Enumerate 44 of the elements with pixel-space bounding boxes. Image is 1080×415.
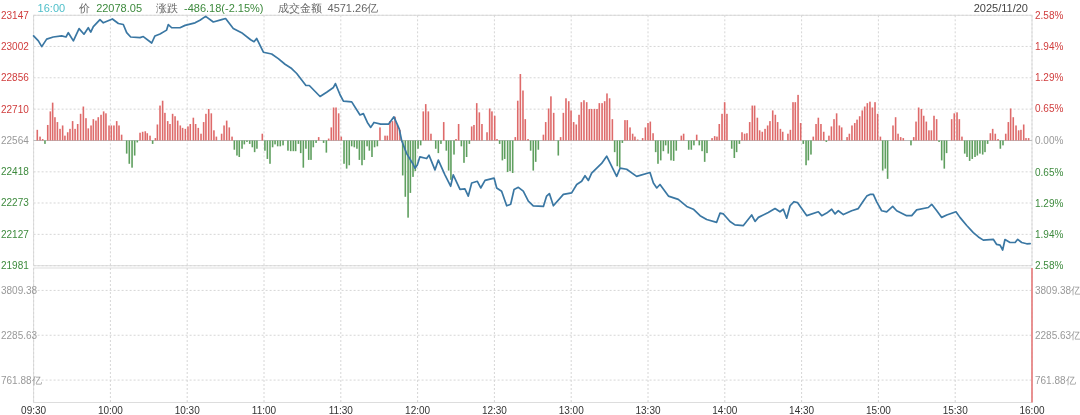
x-tick-label: 12:00 (405, 404, 431, 415)
x-tick-label: 11:00 (251, 404, 277, 415)
x-tick-label: 15:30 (942, 404, 969, 415)
y2-tick-label: 1.29% (1035, 72, 1064, 84)
y2-tick-label: 761.88亿 (1035, 374, 1076, 386)
x-tick-label: 14:30 (789, 404, 815, 415)
text: 22078.05 (96, 1, 143, 14)
y-tick-label: 761.88亿 (1, 374, 42, 386)
y-tick-label: 2285.63 (1, 329, 38, 341)
y2-tick-label: 1.94% (1035, 229, 1064, 241)
y2-tick-label: 0.00% (1035, 135, 1064, 146)
y2-tick-label: 0.65% (1035, 103, 1064, 115)
text: 4571.26亿 (327, 1, 379, 14)
y-tick-label: 22127 (1, 228, 30, 240)
y-tick-label: 22856 (1, 72, 30, 84)
text: 成交金额 (277, 1, 322, 14)
y-tick-label: 21981 (1, 260, 30, 272)
y2-tick-label: 0.65% (1035, 166, 1064, 178)
y-tick-label: 23002 (1, 40, 30, 52)
x-tick-label: 12:30 (481, 404, 508, 415)
y2-tick-label: 2.58% (1035, 9, 1064, 21)
x-tick-label: 11:30 (328, 404, 354, 415)
y-tick-label: 22710 (1, 103, 30, 115)
text: 涨跌 (156, 1, 179, 14)
y2-tick-label: 1.29% (1035, 197, 1064, 209)
x-tick-label: 09:30 (21, 404, 47, 415)
text: 价 (78, 1, 91, 14)
x-tick-label: 13:00 (558, 404, 585, 415)
x-tick-label: 14:00 (712, 404, 738, 415)
x-tick-label: 13:30 (635, 404, 661, 415)
x-tick-label: 10:30 (174, 404, 201, 415)
x-tick-label: 10:00 (97, 404, 124, 415)
y-tick-label: 22564 (1, 135, 30, 146)
text: 16:00 (37, 1, 66, 14)
text: 2025/11/20 (973, 1, 1028, 14)
y-tick-label: 3809.38 (1, 284, 38, 296)
y-tick-label: 23147 (1, 9, 30, 21)
x-tick-label: 16:00 (1019, 404, 1045, 415)
y2-tick-label: 2.58% (1035, 260, 1064, 272)
y-tick-label: 22273 (1, 197, 30, 209)
text: -486.18(-2.15%) (184, 1, 264, 14)
y2-tick-label: 1.94% (1035, 40, 1064, 52)
x-tick-label: 15:00 (865, 404, 892, 415)
y-tick-label: 22418 (1, 166, 30, 178)
